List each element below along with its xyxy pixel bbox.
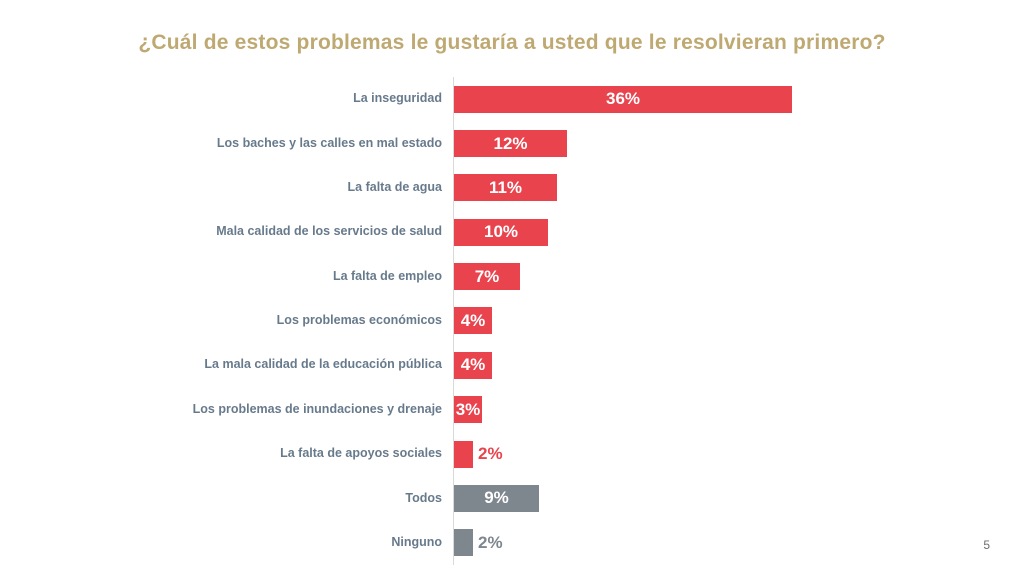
bar-zone: 7% (453, 254, 1024, 299)
chart-row: Todos 9% (0, 476, 1024, 521)
bar (454, 396, 482, 424)
bar-value: 4% (460, 310, 486, 330)
category-label: La mala calidad de la educación pública (204, 357, 442, 372)
bar-zone: 10% (453, 210, 1024, 255)
bar-value: 36% (605, 89, 641, 109)
category-label: Mala calidad de los servicios de salud (216, 224, 442, 239)
bar-zone: 4% (453, 343, 1024, 388)
category-label: Los problemas de inundaciones y drenaje (192, 401, 442, 416)
bar (454, 440, 473, 468)
category-label: La inseguridad (353, 91, 442, 106)
bar-value: 11% (488, 177, 523, 197)
bar-zone: 36% (453, 77, 1024, 122)
chart-row: Ninguno 2% (0, 520, 1024, 565)
bar-zone: 9% (453, 476, 1024, 521)
bar-zone: 11% (453, 165, 1024, 211)
bar-value: 4% (460, 355, 486, 375)
bar (454, 174, 557, 202)
category-label: Todos (405, 490, 442, 505)
bar-zone: 4% (453, 298, 1024, 344)
bar (454, 529, 473, 557)
bar-zone: 12% (453, 121, 1024, 166)
chart-row: Los problemas económicos 4% (0, 298, 1024, 344)
chart-title: ¿Cuál de estos problemas le gustaría a u… (138, 31, 886, 54)
bar-value: 2% (478, 444, 503, 464)
bar-value: 12% (493, 133, 528, 153)
category-label: Ninguno (391, 534, 442, 549)
category-label: Los baches y las calles en mal estado (216, 135, 442, 150)
bar-value: 10% (483, 222, 519, 242)
bar (454, 85, 792, 113)
bar-value: 3% (455, 399, 481, 419)
chart-row: La mala calidad de la educación pública … (0, 343, 1024, 388)
bar (454, 218, 548, 246)
category-label: La falta de agua (347, 180, 442, 195)
bar (454, 307, 492, 335)
bar-chart: La inseguridad 36% Los baches y las call… (0, 77, 1024, 565)
chart-row: La falta de empleo 7% (0, 254, 1024, 299)
category-label: La falta de empleo (332, 268, 442, 283)
bar (454, 484, 539, 512)
page-number: 5 (983, 538, 990, 552)
bar (454, 351, 492, 379)
chart-row: Mala calidad de los servicios de salud 1… (0, 210, 1024, 255)
bar-value: 9% (484, 488, 509, 508)
category-label: La falta de apoyos sociales (280, 446, 442, 461)
bar-zone: 2% (453, 520, 1024, 565)
chart-row: Los problemas de inundaciones y drenaje … (0, 387, 1024, 432)
chart-row: La inseguridad 36% (0, 77, 1024, 122)
bar (454, 263, 520, 291)
category-label: Los problemas económicos (276, 313, 442, 328)
bar-zone: 2% (453, 431, 1024, 477)
bar (454, 130, 567, 158)
chart-row: Los baches y las calles en mal estado 12… (0, 121, 1024, 166)
chart-row: La falta de apoyos sociales 2% (0, 431, 1024, 477)
bar-value: 7% (474, 266, 500, 286)
bar-value: 2% (478, 532, 503, 552)
chart-row: La falta de agua 11% (0, 165, 1024, 211)
bar-zone: 3% (453, 387, 1024, 432)
